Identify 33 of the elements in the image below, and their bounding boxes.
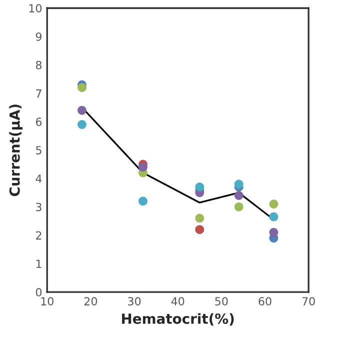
y-tick-label: 2: [36, 231, 42, 240]
x-axis-title: Hematocrit(%): [122, 313, 234, 326]
y-tick-label: 4: [36, 174, 42, 183]
y-tick-label: 10: [29, 4, 42, 12]
point: [77, 120, 86, 130]
y-tick-label: 9: [36, 32, 42, 41]
y-tick-label: 8: [36, 60, 42, 70]
y-tick-label: 6: [36, 118, 42, 126]
point: [234, 202, 244, 212]
point: [234, 191, 244, 200]
x-tick-label: 20: [84, 297, 98, 306]
point: [195, 214, 204, 223]
point: [234, 180, 244, 189]
y-tick-label: 7: [36, 89, 42, 98]
y-tick-label: 1: [36, 260, 42, 268]
point: [269, 200, 278, 209]
x-tick-label: 70: [302, 297, 315, 306]
point: [138, 162, 148, 172]
y-tick-label: 0: [36, 288, 42, 296]
point: [269, 212, 278, 222]
point: [195, 225, 204, 234]
x-tick-label: 30: [128, 297, 141, 306]
y-tick-label: 5: [36, 146, 42, 154]
point: [77, 106, 86, 115]
y-axis-title: Current(μA): [9, 104, 23, 196]
x-tick-label: 60: [258, 297, 272, 306]
x-tick-label: 50: [215, 297, 228, 306]
y-tick-label: 3: [36, 202, 42, 212]
point: [195, 182, 204, 192]
x-tick-label: 40: [171, 297, 184, 306]
point: [138, 196, 148, 206]
point: [269, 228, 278, 237]
point: [77, 83, 86, 92]
